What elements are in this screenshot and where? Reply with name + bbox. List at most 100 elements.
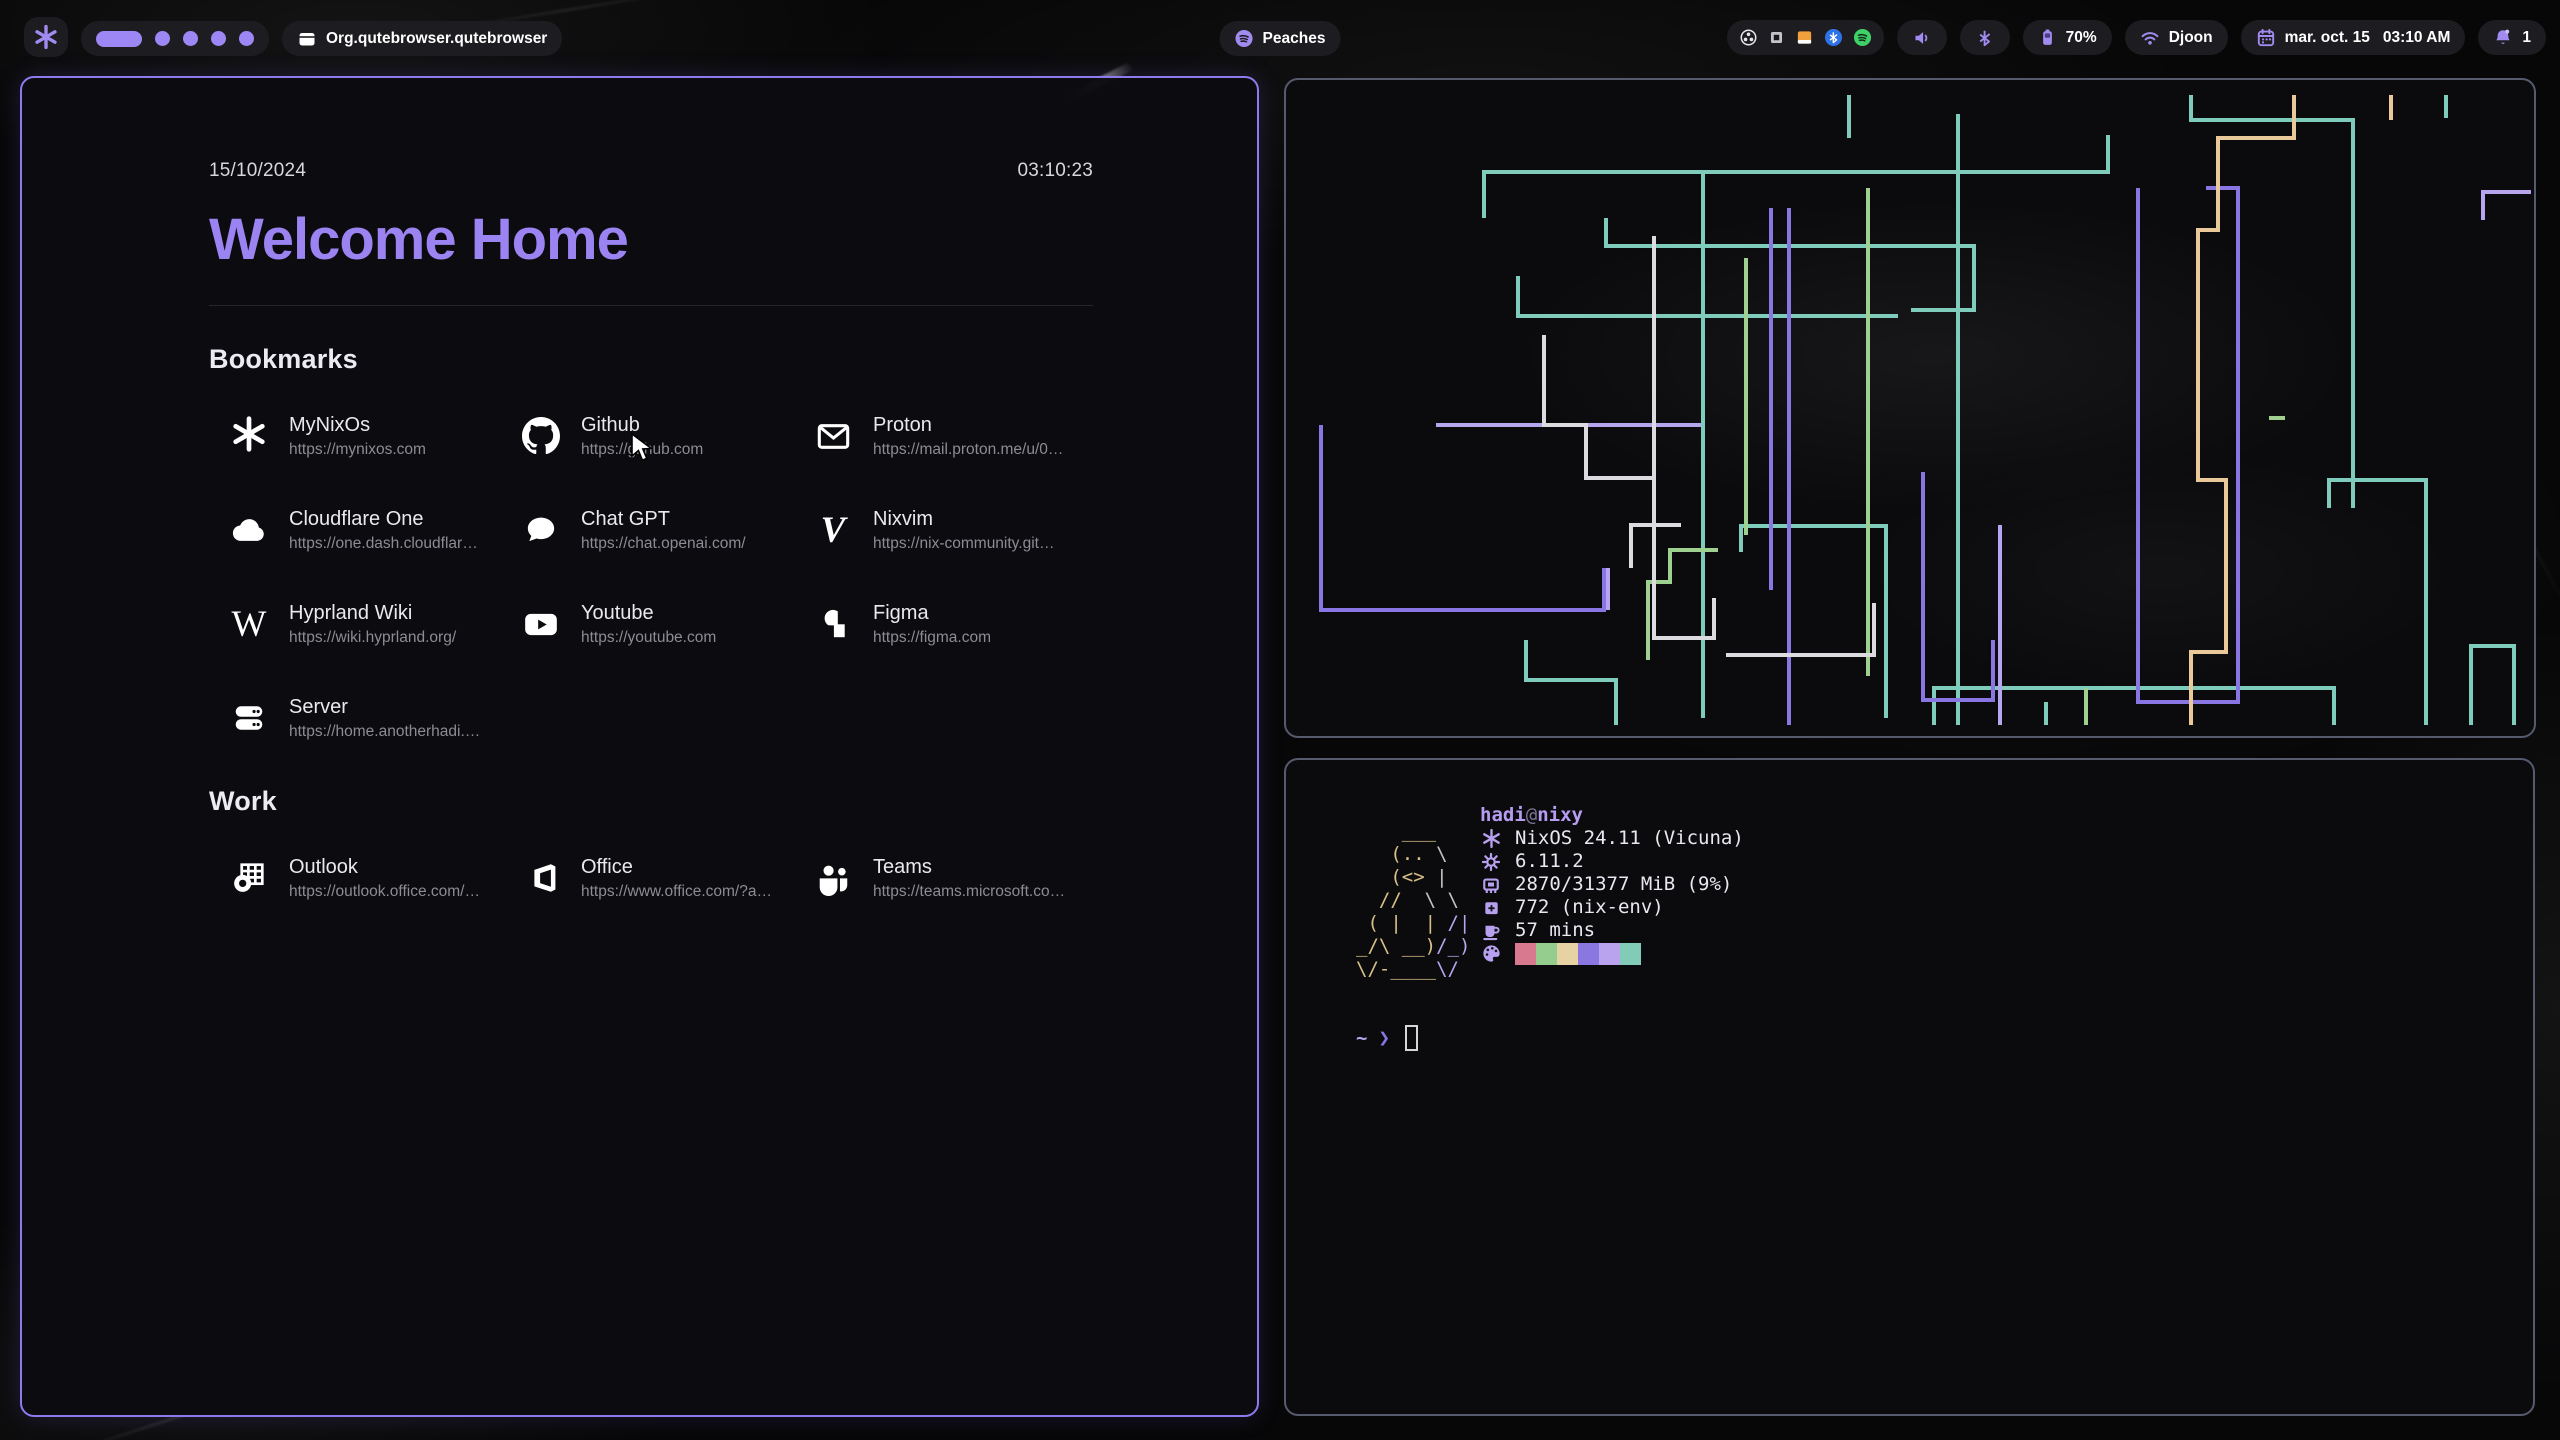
page-title: Welcome Home — [209, 207, 629, 272]
startpage-time: 03:10:23 — [1017, 160, 1093, 181]
bluetooth-chip[interactable] — [1959, 20, 2010, 55]
startpage-header: 15/10/2024 03:10:23 — [209, 160, 1093, 182]
system-tray[interactable] — [1726, 20, 1884, 55]
fastfetch-output: ___ (.. \ (<> | // \ \ ( | | /| _/\ __)/_… — [1356, 804, 2533, 981]
clock-chip[interactable]: mar. oct. 15 03:10 AM — [2240, 20, 2466, 55]
terminal-color-swatch-5 — [1599, 942, 1620, 965]
fetch-memory-value: 2870/31377 MiB (9%) — [1515, 873, 1733, 895]
bluetooth-icon — [1975, 28, 1995, 48]
battery-percent: 70% — [2065, 28, 2097, 46]
terminal-color-swatch-4 — [1578, 942, 1599, 965]
active-window-chip[interactable]: Org.qutebrowser.qutebrowser — [282, 21, 563, 56]
fetch-user: hadi — [1480, 804, 1526, 826]
kvm-tray-icon[interactable] — [1768, 29, 1785, 46]
fetch-user-host: hadi @ nixy — [1480, 804, 1744, 827]
memory-icon — [1480, 875, 1502, 895]
calendar-icon — [2256, 28, 2276, 48]
bookmark-chat-gpt[interactable]: Chat GPT https://chat.openai.com/ — [521, 500, 813, 560]
bell-icon — [2493, 28, 2513, 48]
shell-prompt[interactable]: ~ ❯ — [1356, 1025, 2533, 1051]
bookmark-teams[interactable]: Teams https://teams.microsoft.co… — [813, 848, 1105, 908]
media-player-chip[interactable]: Peaches — [1219, 21, 1341, 56]
bookmark-title: Cloudflare One — [289, 507, 424, 530]
bookmark-url: https://teams.microsoft.co… — [873, 882, 1066, 900]
bookmark-title: MyNixOs — [289, 413, 371, 436]
browser-window[interactable]: 15/10/2024 03:10:23 Welcome Home Bookmar… — [20, 76, 1259, 1417]
bookmark-grid-bookmarks: MyNixOs https://mynixos.com Githubhttps://… — [229, 406, 1093, 748]
fetch-uptime-value: 57 mins — [1515, 919, 1596, 941]
terminal-color-swatch-3 — [1557, 942, 1578, 965]
bookmark-youtube[interactable]: Youtube https://youtube.com — [521, 594, 813, 654]
bookmark-title: Chat GPT — [581, 507, 670, 530]
chat-icon — [521, 511, 561, 549]
fetch-os-value: NixOS 24.11 (Vicuna) — [1515, 827, 1744, 849]
top-bar-left: Org.qutebrowser.qutebrowser — [24, 17, 563, 57]
notification-count: 1 — [2522, 28, 2531, 46]
wifi-icon — [2140, 28, 2160, 48]
volume-chip[interactable] — [1896, 20, 1947, 55]
bookmark-sections: Bookmarks MyNixOs https://mynixos.com Githu… — [209, 344, 1093, 908]
bookmark-url: https://mynixos.com — [289, 440, 426, 458]
bookmark-figma[interactable]: Figma https://figma.com — [813, 594, 1105, 654]
fetch-kernel-line: 6.11.2 — [1480, 850, 1744, 873]
workspace-4[interactable] — [211, 31, 226, 46]
bookmark-url: https://outlook.office.com/… — [289, 882, 480, 900]
fetch-packages-value: 772 (nix-env) — [1515, 896, 1664, 918]
spotify-icon — [1235, 29, 1254, 48]
bookmark-outlook[interactable]: Outlook https://outlook.office.com/… — [229, 848, 521, 908]
bookmark-url: https://one.dash.cloudflar… — [289, 534, 478, 552]
network-ssid: Djoon — [2168, 28, 2213, 46]
workspace-5[interactable] — [239, 31, 254, 46]
bookmark-title: Youtube — [581, 601, 654, 624]
workspace-2[interactable] — [155, 31, 170, 46]
terminal-color-swatch-6 — [1620, 942, 1641, 965]
top-bar: Org.qutebrowser.qutebrowser Peaches 70% … — [0, 0, 2560, 58]
bookmark-cloudflare-one[interactable]: Cloudflare One https://one.dash.cloudflar… — [229, 500, 521, 560]
bookmark-server[interactable]: Server https://home.anotherhadi.… — [229, 688, 521, 748]
workspaces-indicator[interactable] — [81, 21, 269, 56]
workspace-1-active[interactable] — [96, 30, 142, 47]
terminal-pipes-art — [1319, 95, 2531, 725]
clock-time: 03:10 AM — [2382, 28, 2451, 46]
window-icon — [297, 29, 317, 49]
bookmark-url: https://chat.openai.com/ — [581, 534, 746, 552]
bookmark-title: Nixvim — [873, 507, 933, 530]
outlook-icon — [229, 859, 269, 897]
bookmark-title: Teams — [873, 855, 932, 878]
bookmark-github[interactable]: Githubhttps://github.com — [521, 406, 813, 466]
spotify-tray-icon[interactable] — [1853, 28, 1872, 47]
section-heading-work: Work — [209, 786, 277, 816]
notifications-chip[interactable]: 1 — [2478, 20, 2546, 55]
bookmark-proton[interactable]: Proton https://mail.proton.me/u/0… — [813, 406, 1105, 466]
prompt-directory: ~ — [1356, 1026, 1368, 1049]
kernel-icon — [1480, 852, 1502, 872]
bookmark-title: Proton — [873, 413, 932, 436]
bookmark-nixvim[interactable]: V Nixvim https://nix-community.git… — [813, 500, 1105, 560]
bluetooth-tray-icon[interactable] — [1824, 28, 1843, 47]
nixos-launcher-button[interactable] — [24, 17, 68, 57]
server-icon — [229, 699, 269, 737]
bookmark-grid-work: Outlook https://outlook.office.com/… Offic… — [229, 848, 1093, 908]
battery-chip[interactable]: 70% — [2022, 20, 2112, 55]
bookmark-title: Outlook — [289, 855, 358, 878]
fetch-memory-line: 2870/31377 MiB (9%) — [1480, 873, 1744, 896]
files-tray-icon[interactable] — [1795, 28, 1814, 47]
uptime-icon — [1480, 921, 1502, 941]
github-icon — [521, 417, 561, 455]
speaker-icon — [1912, 28, 1932, 48]
nixvim-icon: V — [820, 509, 846, 551]
fetch-os-line: NixOS 24.11 (Vicuna) — [1480, 827, 1744, 850]
fetch-uptime-line: 57 mins — [1480, 919, 1744, 942]
bookmark-office[interactable]: Office https://www.office.com/?a… — [521, 848, 813, 908]
bookmark-title: Office — [581, 855, 633, 878]
network-chip[interactable]: Djoon — [2124, 20, 2228, 55]
bookmark-hyprland-wiki[interactable]: W Hyprland Wiki https://wiki.hyprland.org/ — [229, 594, 521, 654]
terminal-color-swatch-2 — [1536, 942, 1557, 965]
bookmark-title: Server — [289, 695, 348, 718]
workspace-3[interactable] — [183, 31, 198, 46]
bookmark-mynixos[interactable]: MyNixOs https://mynixos.com — [229, 406, 521, 466]
fastfetch-terminal-window[interactable]: ___ (.. \ (<> | // \ \ ( | | /| _/\ __)/_… — [1284, 758, 2535, 1416]
fetch-at: @ — [1525, 804, 1538, 826]
obs-tray-icon[interactable] — [1739, 28, 1758, 47]
pipes-terminal-window[interactable] — [1284, 78, 2536, 738]
